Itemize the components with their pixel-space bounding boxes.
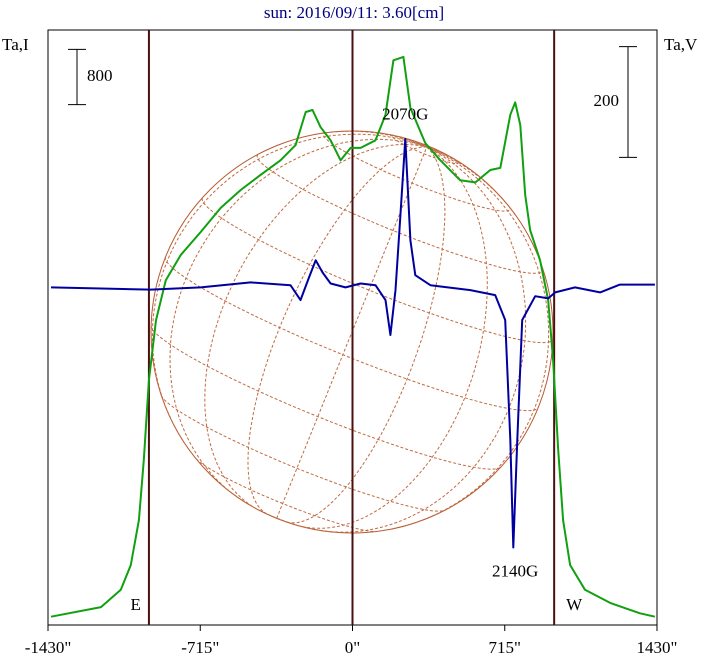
- heliographic-grid: [195, 458, 377, 532]
- heliographic-grid: [256, 154, 544, 274]
- heliographic-grid: [151, 133, 427, 441]
- heliographic-grid: [201, 197, 554, 344]
- chart-title: sun: 2016/09/11: 3.60[cm]: [264, 3, 444, 22]
- heliographic-grid: [160, 395, 446, 512]
- y-axis-label: Ta,I: [2, 35, 29, 54]
- series-line: [50, 138, 655, 549]
- limb-label: E: [131, 595, 141, 614]
- y2-axis-label: Ta,V: [664, 35, 698, 54]
- heliographic-grid: [426, 146, 516, 216]
- scale-bar-label: 800: [87, 66, 113, 85]
- x-tick-label: -1430": [25, 638, 72, 657]
- heliographic-grid: [286, 146, 446, 524]
- heliographic-grid: [150, 325, 502, 470]
- annotation: 2070G: [382, 105, 428, 124]
- heliographic-grid: [392, 135, 459, 164]
- heliographic-grid: [398, 146, 550, 529]
- heliographic-grid: [204, 143, 427, 507]
- heliographic-grid: [322, 132, 511, 212]
- solar-disc: [150, 130, 554, 534]
- limb-label: W: [566, 595, 583, 614]
- heliographic-grid: [247, 146, 427, 515]
- scale-bar-label: 200: [594, 91, 620, 110]
- heliographic-grid: [302, 146, 488, 529]
- heliographic-grid: [169, 138, 427, 498]
- x-tick-label: 0": [345, 638, 360, 657]
- annotation: 2140G: [492, 561, 538, 580]
- heliographic-grid: [315, 130, 427, 148]
- x-tick-label: 715": [489, 638, 521, 657]
- heliographic-grid: [320, 146, 527, 533]
- x-tick-label: 1430": [637, 638, 678, 657]
- heliographic-grid: [254, 507, 301, 527]
- series-line: [50, 55, 656, 618]
- x-tick-label: -715": [181, 638, 219, 657]
- heliographic-grid: [276, 146, 428, 519]
